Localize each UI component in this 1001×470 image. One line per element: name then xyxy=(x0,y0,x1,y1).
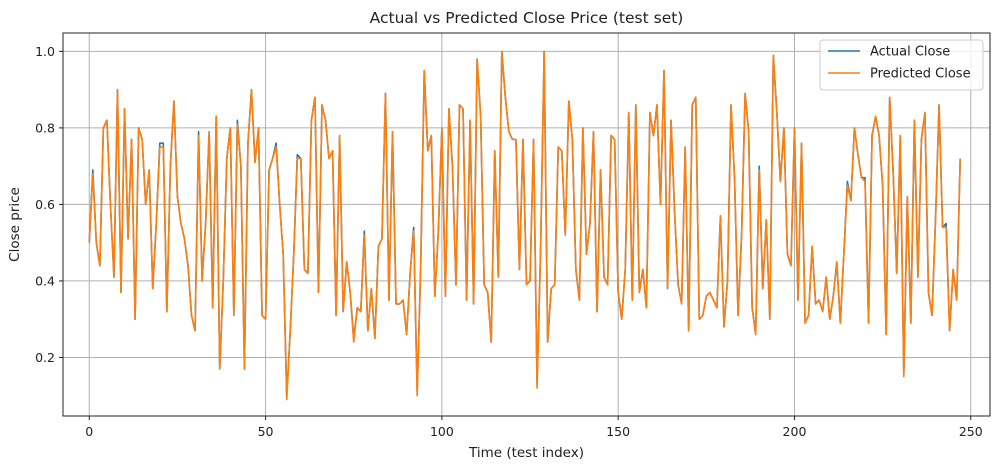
legend-box xyxy=(819,39,984,91)
series-line-predicted-close xyxy=(88,50,961,401)
grid-layer xyxy=(63,33,990,416)
x-tick-label: 50 xyxy=(258,424,274,439)
y-tick-label: 1.0 xyxy=(35,44,55,59)
chart-title: Actual vs Predicted Close Price (test se… xyxy=(370,9,684,27)
x-axis-title: Time (test index) xyxy=(468,445,584,461)
y-tick-label: 0.6 xyxy=(35,197,55,212)
legend-label-actual-close: Actual Close xyxy=(870,45,950,60)
legend-label-predicted-close: Predicted Close xyxy=(870,67,971,82)
y-tick-label: 0.8 xyxy=(35,120,55,135)
x-tick-label: 0 xyxy=(85,424,93,439)
tick-layer: 0 50 100 150 200 250 0.2 0.4 0.6 0.8 1.0 xyxy=(35,44,983,439)
x-tick-label: 100 xyxy=(430,424,454,439)
y-tick-label: 0.4 xyxy=(35,273,55,288)
x-tick-label: 150 xyxy=(606,424,630,439)
x-tick-label: 250 xyxy=(959,424,983,439)
legend: Actual Close Predicted Close xyxy=(819,39,984,91)
series-layer xyxy=(88,50,961,401)
x-tick-label: 200 xyxy=(783,424,807,439)
y-tick-label: 0.2 xyxy=(35,350,55,365)
plot-frame xyxy=(62,32,991,417)
y-axis-title: Close price xyxy=(7,187,23,262)
